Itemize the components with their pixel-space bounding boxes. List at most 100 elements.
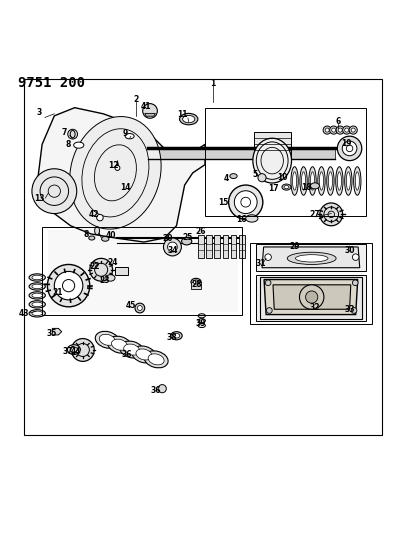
Ellipse shape (101, 236, 109, 241)
Text: 27: 27 (309, 211, 319, 219)
Circle shape (344, 128, 348, 132)
Circle shape (319, 203, 342, 226)
Circle shape (305, 291, 317, 303)
Circle shape (331, 128, 335, 132)
Bar (42, 227, 241, 314)
Circle shape (228, 185, 262, 219)
Text: 36: 36 (150, 386, 160, 395)
Text: 41: 41 (140, 102, 151, 111)
Text: 13: 13 (34, 193, 45, 203)
Text: 44: 44 (71, 347, 81, 356)
Ellipse shape (32, 275, 43, 280)
Ellipse shape (290, 167, 297, 195)
Text: 42: 42 (89, 210, 99, 219)
Circle shape (257, 174, 265, 182)
Ellipse shape (144, 351, 168, 368)
Ellipse shape (32, 284, 43, 289)
Ellipse shape (179, 114, 198, 125)
Text: 31: 31 (255, 259, 266, 268)
Circle shape (71, 338, 94, 361)
Circle shape (115, 166, 119, 171)
Text: 1: 1 (210, 79, 215, 88)
Ellipse shape (294, 255, 327, 262)
Text: 35: 35 (46, 329, 56, 338)
Text: 39: 39 (195, 319, 206, 328)
Text: 22: 22 (89, 262, 99, 271)
Polygon shape (144, 114, 155, 116)
Circle shape (234, 191, 256, 214)
Polygon shape (259, 277, 361, 319)
Text: 18: 18 (300, 183, 310, 191)
Text: 5: 5 (252, 170, 257, 179)
Text: 20: 20 (162, 235, 172, 243)
Polygon shape (115, 266, 127, 276)
Text: 24: 24 (108, 259, 118, 268)
Ellipse shape (124, 344, 139, 355)
Ellipse shape (70, 347, 77, 352)
Text: 21: 21 (52, 288, 63, 297)
Circle shape (167, 242, 177, 252)
Polygon shape (198, 235, 203, 259)
Text: 9: 9 (122, 129, 127, 138)
Ellipse shape (99, 334, 115, 345)
Text: 30: 30 (344, 246, 354, 255)
Ellipse shape (353, 167, 360, 195)
Text: 2: 2 (133, 95, 138, 104)
Text: 8: 8 (65, 140, 70, 149)
Text: 8: 8 (83, 230, 89, 239)
Text: 38: 38 (166, 333, 177, 342)
Ellipse shape (344, 167, 351, 195)
Ellipse shape (70, 117, 161, 229)
Text: 29: 29 (289, 241, 299, 251)
Ellipse shape (283, 185, 288, 189)
Text: 15: 15 (217, 198, 227, 207)
Text: 16: 16 (236, 215, 246, 224)
Circle shape (142, 103, 157, 118)
Ellipse shape (229, 174, 236, 179)
Circle shape (352, 280, 357, 286)
Ellipse shape (335, 167, 342, 195)
Bar (249, 243, 371, 324)
Ellipse shape (198, 314, 205, 318)
Ellipse shape (171, 332, 182, 340)
Ellipse shape (29, 283, 45, 290)
Polygon shape (48, 230, 237, 312)
Text: 33: 33 (344, 305, 354, 314)
Circle shape (67, 130, 77, 139)
Circle shape (329, 126, 337, 134)
Polygon shape (255, 274, 365, 321)
Ellipse shape (119, 341, 143, 358)
Circle shape (163, 238, 181, 256)
Ellipse shape (287, 252, 335, 264)
Polygon shape (206, 235, 211, 259)
Text: 36: 36 (121, 350, 132, 359)
Ellipse shape (106, 274, 115, 281)
Ellipse shape (148, 354, 164, 365)
Ellipse shape (310, 183, 319, 189)
Circle shape (158, 385, 166, 393)
Polygon shape (238, 235, 244, 259)
Ellipse shape (354, 172, 358, 190)
Ellipse shape (182, 116, 194, 123)
Text: 3: 3 (36, 108, 42, 117)
Circle shape (324, 128, 328, 132)
Ellipse shape (32, 311, 43, 316)
Circle shape (47, 264, 90, 307)
Ellipse shape (193, 280, 198, 284)
Circle shape (32, 169, 76, 214)
Text: 14: 14 (120, 183, 130, 192)
Text: 45: 45 (126, 301, 136, 310)
Text: 6: 6 (334, 117, 339, 126)
Ellipse shape (29, 310, 45, 317)
Text: 4: 4 (223, 174, 228, 183)
Text: 32: 32 (309, 303, 319, 312)
Ellipse shape (328, 172, 332, 190)
Ellipse shape (198, 324, 205, 328)
Polygon shape (38, 108, 205, 242)
Ellipse shape (95, 332, 119, 348)
Ellipse shape (29, 292, 45, 299)
Ellipse shape (337, 172, 341, 190)
Ellipse shape (299, 167, 306, 195)
Text: 10: 10 (276, 173, 287, 182)
Circle shape (54, 271, 83, 300)
